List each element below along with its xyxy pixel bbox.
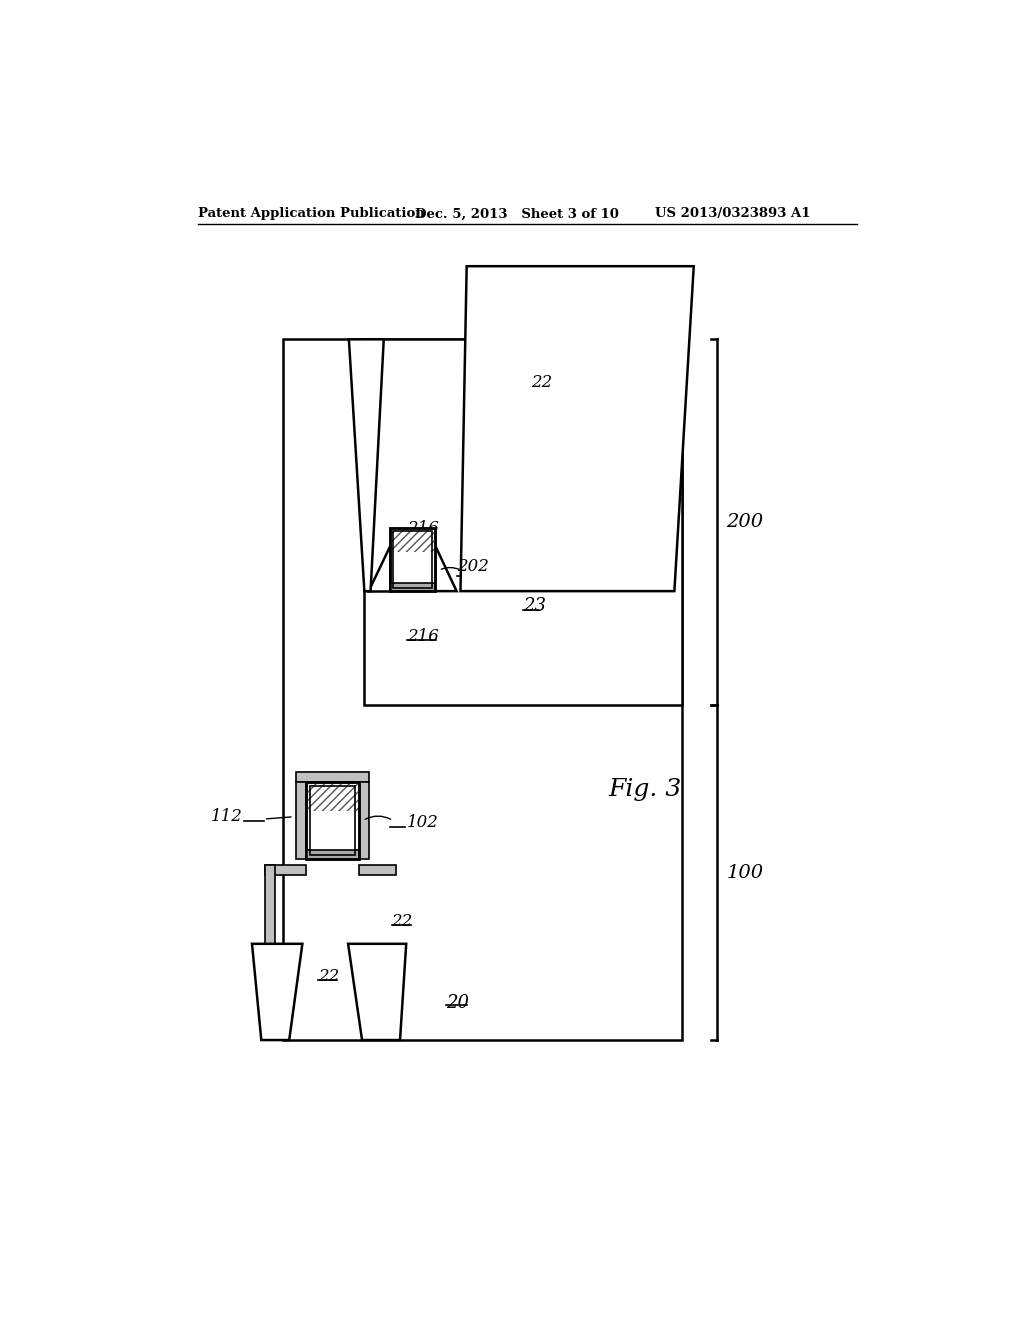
Text: 23: 23 [523,597,546,615]
Bar [265,866,306,875]
Bar [306,850,359,859]
Text: 200: 200 [726,513,764,531]
Polygon shape [348,944,407,1040]
Bar [390,583,435,591]
Bar [359,781,369,859]
Text: 202: 202 [458,558,489,576]
Text: Dec. 5, 2013   Sheet 3 of 10: Dec. 5, 2013 Sheet 3 of 10 [415,207,618,220]
Text: 22: 22 [317,969,339,986]
Text: 216: 216 [407,520,439,537]
Bar [390,528,435,591]
Bar [265,866,275,1036]
Polygon shape [349,339,384,591]
Text: 22: 22 [531,374,552,391]
Text: 102: 102 [407,813,439,830]
Polygon shape [435,545,457,591]
Bar [296,781,306,859]
Text: Fig. 3: Fig. 3 [608,779,682,801]
Polygon shape [461,267,693,591]
Bar [296,772,369,781]
Text: 20: 20 [445,994,469,1012]
Bar [306,781,359,812]
Bar [306,781,359,859]
Text: 100: 100 [726,863,764,882]
Text: 112: 112 [211,808,243,825]
Bar [393,531,432,589]
Bar [365,339,682,705]
Bar [283,339,682,1040]
Text: US 2013/0323893 A1: US 2013/0323893 A1 [655,207,811,220]
Polygon shape [252,944,302,1040]
Bar [359,866,396,875]
Bar [390,528,435,552]
Text: Patent Application Publication: Patent Application Publication [198,207,425,220]
Text: 216: 216 [407,628,439,645]
Text: 22: 22 [391,913,413,931]
Polygon shape [369,545,390,591]
Bar [310,785,355,855]
Bar [306,781,359,859]
Bar [390,528,435,591]
